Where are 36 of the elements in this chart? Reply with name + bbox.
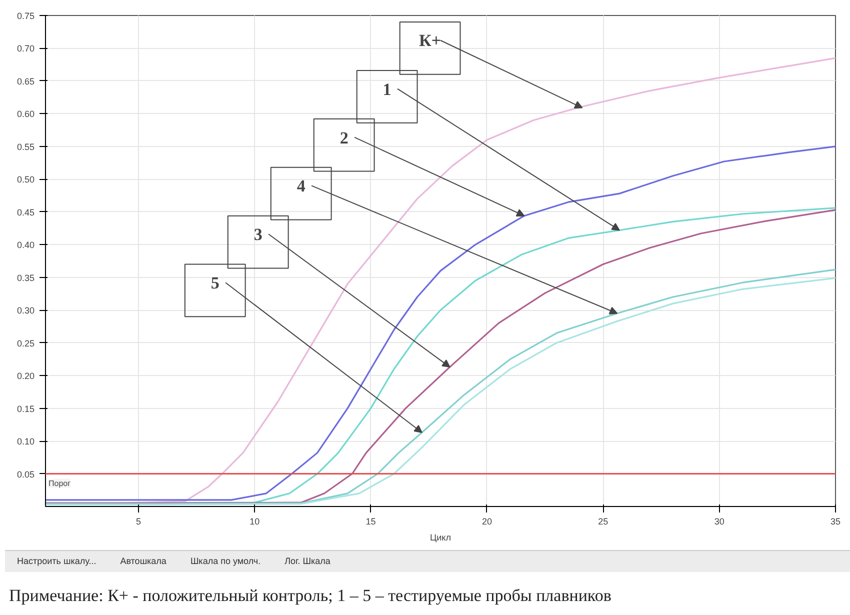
y-tick-label: 0.40 <box>16 240 35 250</box>
annotation: 4 <box>296 176 306 196</box>
ref-line-label: Порог <box>48 478 71 488</box>
text: Автошкала <box>119 555 168 568</box>
y-tick-label: 0.15 <box>16 404 35 414</box>
annotation: К+ <box>419 30 442 50</box>
y-tick-label: 0.20 <box>16 371 35 382</box>
annotation: 5 <box>210 274 220 293</box>
y-tick-label: 0.45 <box>16 207 35 218</box>
line-series <box>46 146 836 501</box>
x-axis-title: Цикл <box>430 532 451 542</box>
text: Примечание: К+ - положительный контроль; 1 – 5 – тестируемые пробы плавников <box>8 585 612 607</box>
annotation: 1 <box>382 80 392 99</box>
text: Лог. Шкала <box>284 555 332 568</box>
x-tick-label: 30 <box>714 516 724 526</box>
y-tick-label: 0.60 <box>16 109 35 120</box>
y-tick-label: 0.25 <box>16 338 35 348</box>
y-tick-label: 0.35 <box>16 272 35 283</box>
y-tick-label: 0.50 <box>16 174 35 185</box>
y-tick-label: 0.30 <box>16 306 35 316</box>
x-tick-label: 25 <box>598 516 608 526</box>
y-tick-label: 0.55 <box>16 142 35 152</box>
annotation: 3 <box>254 225 262 244</box>
annotation: 2 <box>340 128 348 148</box>
y-tick-label: 0.75 <box>16 11 35 21</box>
y-tick-label: 0.05 <box>16 469 35 480</box>
x-tick-label: 10 <box>250 516 260 526</box>
y-tick-label: 0.10 <box>16 436 35 447</box>
x-tick-label: 15 <box>366 516 376 526</box>
x-tick-label: 20 <box>482 516 492 526</box>
x-tick-label: 35 <box>830 516 841 526</box>
x-tick-label: 5 <box>136 516 141 526</box>
y-tick-label: 0.70 <box>16 44 35 54</box>
text: Шкала по умолч. <box>189 555 262 568</box>
text: Настроить шкалу... <box>16 555 98 568</box>
y-tick-label: 0.65 <box>16 76 35 86</box>
